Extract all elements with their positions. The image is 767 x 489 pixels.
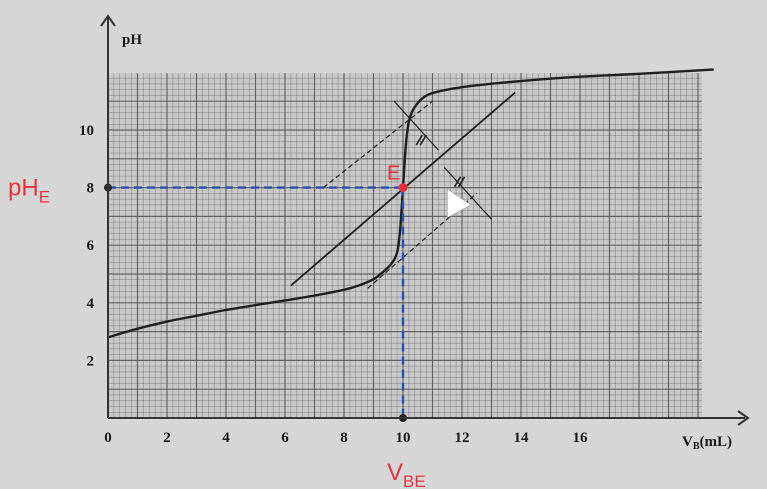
tick-labels: 0 2 4 6 8 10 12 14 16 2 4 6 8 10 xyxy=(79,123,588,446)
perpendicular-top-line xyxy=(393,100,439,151)
ph-e-label: pHE xyxy=(8,175,50,207)
y-tick-label: 4 xyxy=(87,296,95,312)
equal-length-mark xyxy=(419,134,427,146)
v-be-label-main: V xyxy=(387,459,403,486)
x-axis-label-subscript: B xyxy=(693,441,700,452)
perpendicular-bottom-line xyxy=(443,167,492,220)
x-axis-label-unit: (mL) xyxy=(700,434,733,450)
ph-e-label-main: pH xyxy=(8,175,39,202)
x-axis-label-main: V xyxy=(682,434,693,450)
x-tick-label: 0 xyxy=(104,430,112,446)
v-be-label-subscript: BE xyxy=(403,472,426,489)
y-tick-label: 8 xyxy=(87,181,95,197)
series-group xyxy=(106,68,714,339)
v-be-label: VBE xyxy=(387,459,426,489)
x-axis-arrow-icon xyxy=(737,410,750,426)
x-axis-label: VB(mL) xyxy=(682,434,732,452)
y-tick-label: 6 xyxy=(87,238,95,254)
equal-length-mark xyxy=(457,176,466,188)
y-axis-label: pH xyxy=(122,32,142,48)
x-tick-label: 6 xyxy=(281,430,289,446)
x-tick-label: 12 xyxy=(455,430,470,446)
x-tick-label: 2 xyxy=(163,430,171,446)
titration-curve-series-0 xyxy=(106,68,714,339)
axes xyxy=(100,14,750,426)
equal-length-mark xyxy=(415,134,423,146)
x-tick-label: 4 xyxy=(222,430,230,446)
chart-grid xyxy=(107,73,702,419)
ph-e-label-subscript: E xyxy=(39,188,50,207)
y-axis-arrow-icon xyxy=(100,14,116,27)
y-tick-label: 2 xyxy=(87,353,95,369)
equal-length-mark xyxy=(453,176,462,188)
tangent-upper-line xyxy=(322,100,433,189)
y-tick-label: 10 xyxy=(79,123,94,139)
arrow-marker-icon xyxy=(447,188,472,219)
equivalence-point-label: E xyxy=(387,163,400,185)
x-tick-label: 8 xyxy=(340,430,348,446)
x-tick-label: 14 xyxy=(514,430,530,446)
equivalence-point-marker xyxy=(398,183,408,193)
x-tick-label: 10 xyxy=(396,430,411,446)
x-tick-label: 16 xyxy=(573,430,589,446)
